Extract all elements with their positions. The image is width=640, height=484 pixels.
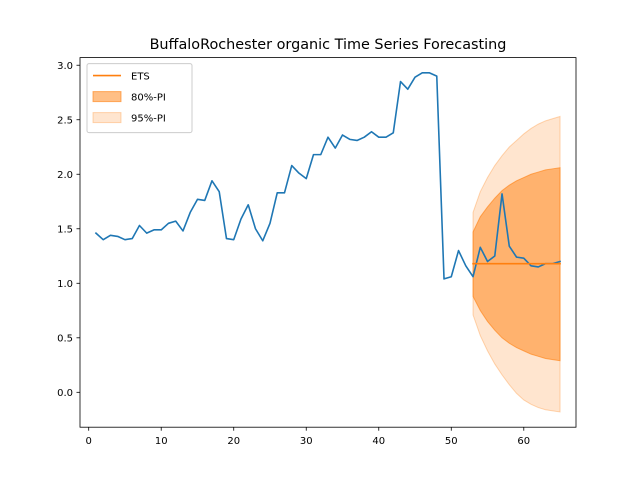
x-tick-label: 0	[86, 436, 92, 447]
y-tick-label: 3.0	[57, 61, 73, 72]
y-tick-label: 1.0	[57, 279, 73, 290]
x-tick-label: 50	[445, 436, 458, 447]
y-tick-label: 1.5	[57, 224, 73, 235]
axes-frame	[79, 57, 577, 428]
x-tick-label: 10	[155, 436, 168, 447]
y-tick-label: 2.0	[57, 170, 73, 181]
x-axis-ticks: 0 10 20 30 40 50 60	[86, 427, 530, 447]
legend-label: 95%-PI	[131, 114, 166, 125]
x-tick-label: 60	[517, 436, 530, 447]
y-tick-label: 0.5	[57, 333, 73, 344]
y-axis-ticks: 0.0 0.5 1.0 1.5 2.0 2.5 3.0	[57, 61, 80, 399]
legend-swatch-patch	[92, 91, 122, 103]
chart-title: BuffaloRochester organic Time Series For…	[150, 37, 507, 53]
x-tick-label: 30	[300, 436, 313, 447]
legend-swatch-patch	[92, 112, 122, 124]
x-tick-label: 40	[372, 436, 385, 447]
x-tick-label: 20	[227, 436, 240, 447]
y-tick-label: 2.5	[57, 115, 73, 126]
y-tick-label: 0.0	[57, 388, 73, 399]
plot-content	[94, 72, 562, 413]
legend-label: ETS	[131, 72, 150, 83]
legend: ETS 80%-PI 95%-PI	[86, 63, 193, 134]
legend-box	[86, 63, 193, 134]
legend-label: 80%-PI	[131, 93, 166, 104]
series-line-actual	[94, 72, 562, 280]
